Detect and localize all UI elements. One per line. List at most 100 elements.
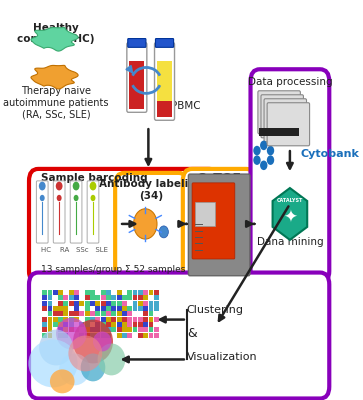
Ellipse shape: [28, 340, 78, 387]
Bar: [106, 306, 111, 311]
Bar: [143, 317, 148, 322]
FancyBboxPatch shape: [53, 181, 65, 243]
Bar: [74, 306, 79, 311]
Bar: [58, 301, 63, 306]
Bar: [148, 327, 154, 332]
Ellipse shape: [93, 332, 111, 352]
FancyBboxPatch shape: [188, 174, 250, 276]
Bar: [69, 333, 74, 338]
Bar: [95, 290, 100, 295]
Bar: [64, 296, 68, 300]
Bar: [157, 61, 172, 117]
Bar: [74, 290, 79, 295]
Bar: [42, 296, 47, 300]
Bar: [127, 317, 132, 322]
Bar: [42, 333, 47, 338]
Bar: [101, 290, 106, 295]
Bar: [148, 296, 154, 300]
Circle shape: [253, 146, 261, 155]
Polygon shape: [273, 188, 307, 240]
Bar: [74, 311, 79, 316]
Bar: [148, 322, 154, 327]
Bar: [127, 311, 132, 316]
Bar: [79, 311, 84, 316]
Bar: [148, 290, 154, 295]
Circle shape: [39, 182, 46, 190]
FancyBboxPatch shape: [70, 181, 82, 243]
Bar: [58, 317, 63, 322]
Bar: [85, 322, 90, 327]
Bar: [106, 311, 111, 316]
Ellipse shape: [56, 318, 87, 350]
Bar: [42, 290, 47, 295]
Bar: [74, 301, 79, 306]
Bar: [42, 306, 47, 311]
Bar: [79, 296, 84, 300]
Bar: [148, 311, 154, 316]
Bar: [53, 306, 58, 311]
Bar: [195, 202, 215, 226]
Bar: [157, 101, 172, 117]
Bar: [122, 317, 127, 322]
Bar: [138, 306, 143, 311]
FancyBboxPatch shape: [250, 69, 329, 283]
Circle shape: [267, 146, 274, 155]
Text: Healthy
controls (HC): Healthy controls (HC): [17, 23, 95, 44]
Bar: [64, 306, 68, 311]
Bar: [122, 311, 127, 316]
Bar: [127, 296, 132, 300]
Bar: [138, 317, 143, 322]
Bar: [79, 333, 84, 338]
FancyBboxPatch shape: [29, 169, 219, 283]
Bar: [132, 333, 138, 338]
Bar: [101, 317, 106, 322]
Ellipse shape: [73, 320, 113, 364]
FancyBboxPatch shape: [258, 91, 300, 134]
Bar: [69, 327, 74, 332]
Bar: [127, 327, 132, 332]
FancyBboxPatch shape: [192, 183, 235, 259]
Bar: [53, 327, 58, 332]
Bar: [42, 327, 47, 332]
Bar: [148, 301, 154, 306]
Text: HC    RA   SSc   SLE: HC RA SSc SLE: [41, 247, 108, 253]
Bar: [69, 290, 74, 295]
Bar: [64, 290, 68, 295]
Bar: [90, 322, 95, 327]
Bar: [132, 296, 138, 300]
Text: 13 samples/group Σ 52 samples: 13 samples/group Σ 52 samples: [41, 265, 185, 274]
Bar: [69, 311, 74, 316]
Bar: [132, 317, 138, 322]
Bar: [48, 322, 52, 327]
Bar: [143, 306, 148, 311]
Circle shape: [73, 182, 79, 190]
Bar: [122, 296, 127, 300]
Bar: [95, 322, 100, 327]
FancyBboxPatch shape: [183, 169, 256, 283]
Ellipse shape: [81, 354, 105, 381]
Bar: [106, 317, 111, 322]
Bar: [122, 306, 127, 311]
Bar: [259, 128, 299, 136]
Bar: [117, 322, 122, 327]
Bar: [132, 311, 138, 316]
Circle shape: [260, 141, 268, 150]
Ellipse shape: [68, 336, 102, 372]
Bar: [154, 296, 159, 300]
Circle shape: [90, 182, 97, 190]
Bar: [48, 301, 52, 306]
Bar: [95, 311, 100, 316]
Bar: [58, 296, 63, 300]
Text: Cytobank: Cytobank: [301, 149, 359, 159]
Bar: [154, 327, 159, 332]
Text: ✦: ✦: [283, 209, 297, 227]
Bar: [122, 327, 127, 332]
Bar: [154, 311, 159, 316]
Bar: [48, 327, 52, 332]
Bar: [64, 301, 68, 306]
Bar: [74, 327, 79, 332]
Bar: [101, 306, 106, 311]
Bar: [127, 301, 132, 306]
Ellipse shape: [50, 370, 74, 393]
Bar: [143, 296, 148, 300]
